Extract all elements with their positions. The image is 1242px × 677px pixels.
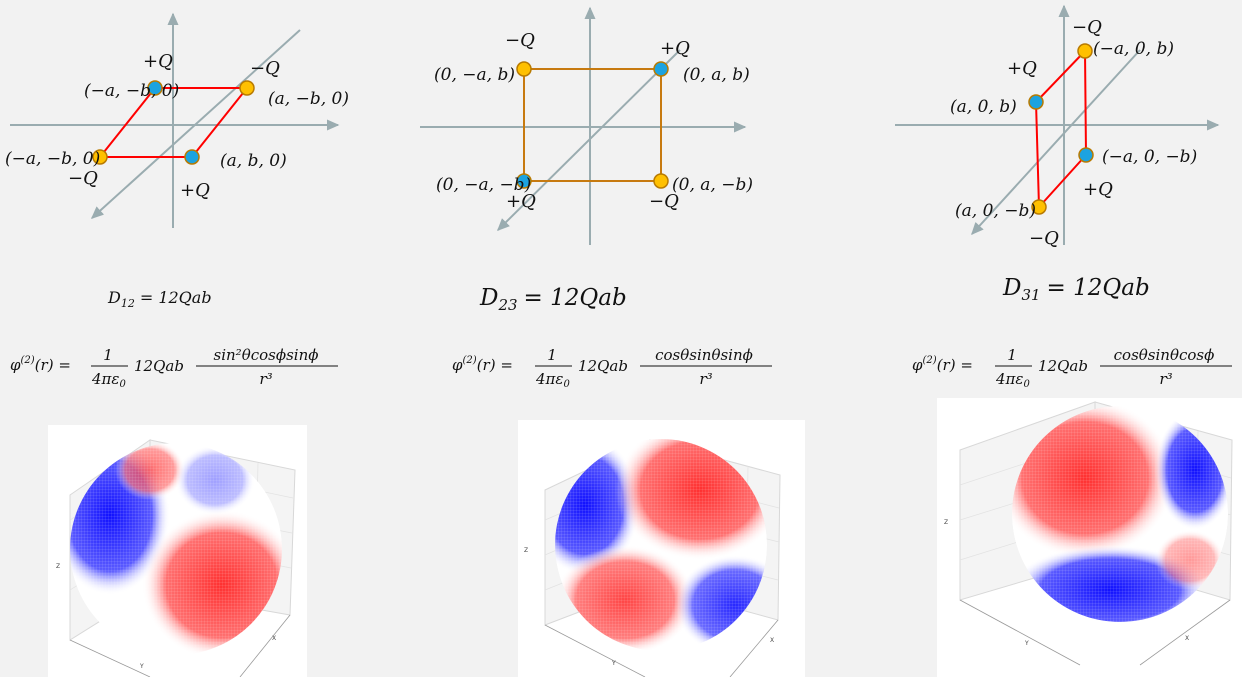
panel-23-quad — [523, 68, 662, 182]
p23-coord-0: (0, −a, b) — [434, 65, 515, 85]
p12-sign-0: +Q — [143, 51, 173, 72]
panel-31-charges — [1028, 43, 1094, 215]
p23-sign-1: +Q — [660, 38, 690, 59]
p23-sign-2: +Q — [506, 191, 536, 212]
svg-text:r³: r³ — [259, 370, 272, 388]
charge-12-plus-2 — [184, 149, 200, 165]
svg-text:φ(2)(r) =: φ(2)(r) = — [452, 355, 513, 374]
svg-text:4πε0: 4πε0 — [535, 370, 570, 390]
p23-coord-1: (0, a, b) — [683, 65, 750, 85]
charge-23-minus-2 — [653, 173, 669, 189]
plot12-ylabel: Y — [139, 663, 144, 670]
panel-23-axes — [420, 6, 747, 245]
p31-coord-3: (a, 0, −b) — [955, 201, 1036, 221]
p31-sign-1: +Q — [1007, 58, 1037, 79]
plot31-zlabel: Z — [944, 519, 948, 526]
potential-eq-12: φ(2)(r) = 1 4πε0 12Qab sin²θcosϕsinϕ r³ — [10, 346, 338, 390]
svg-text:12Qab: 12Qab — [1038, 357, 1088, 375]
p31-coord-2: (−a, 0, −b) — [1102, 147, 1197, 167]
plot23-ylabel: Y — [611, 660, 616, 667]
charge-31-minus-2 — [1031, 199, 1047, 215]
plot-12: Z Y X — [48, 425, 307, 677]
plot31-ylabel: Y — [1024, 640, 1029, 647]
plot-23: Z Y X — [518, 420, 805, 677]
p31-sign-0: −Q — [1072, 17, 1102, 38]
charge-23-plus-2 — [516, 173, 532, 189]
svg-text:D12= 12Qab: D12 = 12Qab — [107, 288, 212, 310]
dipole-eq-23: D23 = 12Qab — [479, 285, 627, 314]
dipole-eq-12: D12 = 12Qab — [107, 288, 212, 310]
p23-sign-3: −Q — [649, 191, 679, 212]
p12-sign-3: +Q — [180, 180, 210, 201]
svg-text:1: 1 — [547, 346, 557, 364]
svg-text:D23= 12Qab: D23 = 12Qab — [479, 285, 627, 314]
p31-sign-3: −Q — [1029, 228, 1059, 249]
panel-23-charges — [516, 61, 669, 189]
svg-text:φ(2)(r) =: φ(2)(r) = — [912, 355, 973, 374]
svg-text:1: 1 — [1007, 346, 1017, 364]
svg-text:sin²θcosϕsinϕ: sin²θcosϕsinϕ — [214, 346, 319, 364]
p12-sign-1: −Q — [250, 58, 280, 79]
p12-coord-3: (a, b, 0) — [220, 151, 287, 171]
svg-text:12Qab: 12Qab — [578, 357, 628, 375]
p12-coord-2: (−a, −b, 0) — [5, 149, 100, 169]
plot31-xlabel: X — [1185, 635, 1189, 642]
svg-text:cosθsinθcosϕ: cosθsinθcosϕ — [1114, 346, 1215, 364]
p31-sign-2: +Q — [1083, 179, 1113, 200]
charge-31-plus-2 — [1078, 147, 1094, 163]
charge-31-plus-1 — [1028, 94, 1044, 110]
svg-text:4πε0: 4πε0 — [91, 370, 126, 390]
charge-23-plus-1 — [653, 61, 669, 77]
p23-sign-0: −Q — [505, 30, 535, 51]
charge-12-minus-1 — [239, 80, 255, 96]
svg-text:φ(2)(r) =: φ(2)(r) = — [10, 355, 71, 374]
svg-text:r³: r³ — [699, 370, 712, 388]
svg-text:cosθsinθsinϕ: cosθsinθsinϕ — [655, 346, 753, 364]
panel-12-charges — [92, 80, 255, 165]
plot-31: Z Y X — [937, 398, 1242, 677]
p31-coord-1: (a, 0, b) — [950, 97, 1017, 117]
panel-31-axes — [895, 4, 1220, 245]
svg-text:1: 1 — [103, 346, 113, 364]
svg-text:r³: r³ — [1159, 370, 1172, 388]
charge-12-plus-1 — [147, 80, 163, 96]
p12-coord-1: (a, −b, 0) — [268, 89, 349, 109]
plot23-xlabel: X — [770, 637, 774, 644]
p31-coord-0: (−a, 0, b) — [1093, 39, 1174, 59]
charge-12-minus-2 — [92, 149, 108, 165]
panel-31-quad — [1034, 48, 1088, 210]
svg-text:D31= 12Qab: D31 = 12Qab — [1002, 275, 1150, 304]
charge-31-minus-1 — [1077, 43, 1093, 59]
plot23-zlabel: Z — [524, 547, 528, 554]
plot12-xlabel: X — [272, 635, 276, 642]
svg-text:4πε0: 4πε0 — [995, 370, 1030, 390]
p12-sign-2: −Q — [68, 168, 98, 189]
potential-eq-31: φ(2)(r) = 1 4πε0 12Qab cosθsinθcosϕ r³ — [912, 346, 1232, 390]
p23-coord-3: (0, a, −b) — [672, 175, 753, 195]
potential-eq-23: φ(2)(r) = 1 4πε0 12Qab cosθsinθsinϕ r³ — [452, 346, 772, 390]
dipole-eq-31: D31 = 12Qab — [1002, 275, 1150, 304]
panel-12-axes — [10, 12, 340, 228]
svg-text:12Qab: 12Qab — [134, 357, 184, 375]
plot12-zlabel: Z — [56, 563, 60, 570]
p23-coord-2: (0, −a, −b) — [436, 175, 531, 195]
p12-coord-0: (−a, −b, 0) — [84, 81, 179, 101]
charge-23-minus-1 — [516, 61, 532, 77]
